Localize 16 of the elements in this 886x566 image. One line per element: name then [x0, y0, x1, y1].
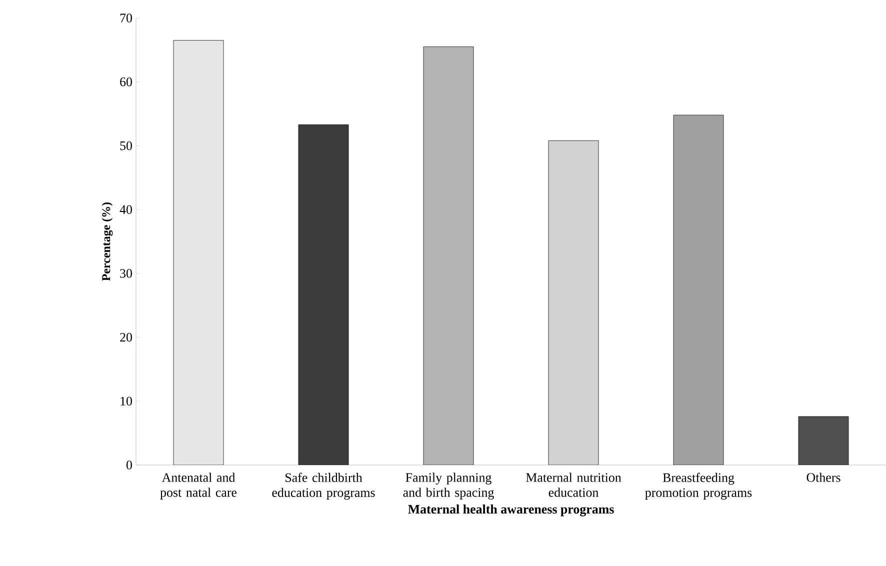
y-tick-label: 40: [120, 205, 132, 214]
x-tick-label: Maternal nutrition education: [526, 472, 622, 497]
x-tick-label: Breastfeeding promotion programs: [645, 472, 752, 500]
y-tick-label: 30: [120, 269, 132, 278]
y-tick-label: 10: [120, 396, 132, 406]
x-tick-label: Antenatal and post natal care: [160, 472, 237, 500]
y-axis-title: Percentage (%): [102, 202, 113, 281]
y-tick-label: 0: [126, 460, 132, 470]
y-tick-label: 20: [120, 332, 132, 342]
x-axis-title: Maternal health awareness programs: [408, 504, 614, 516]
x-tick-label: Family planning and birth spacing: [403, 472, 494, 500]
y-tick-label: 70: [120, 14, 132, 22]
y-tick-label: 60: [120, 77, 132, 86]
y-tick-label: 50: [120, 141, 132, 150]
x-tick-label: Others: [806, 472, 840, 482]
x-tick-label: Safe childbirth education programs: [272, 472, 375, 500]
